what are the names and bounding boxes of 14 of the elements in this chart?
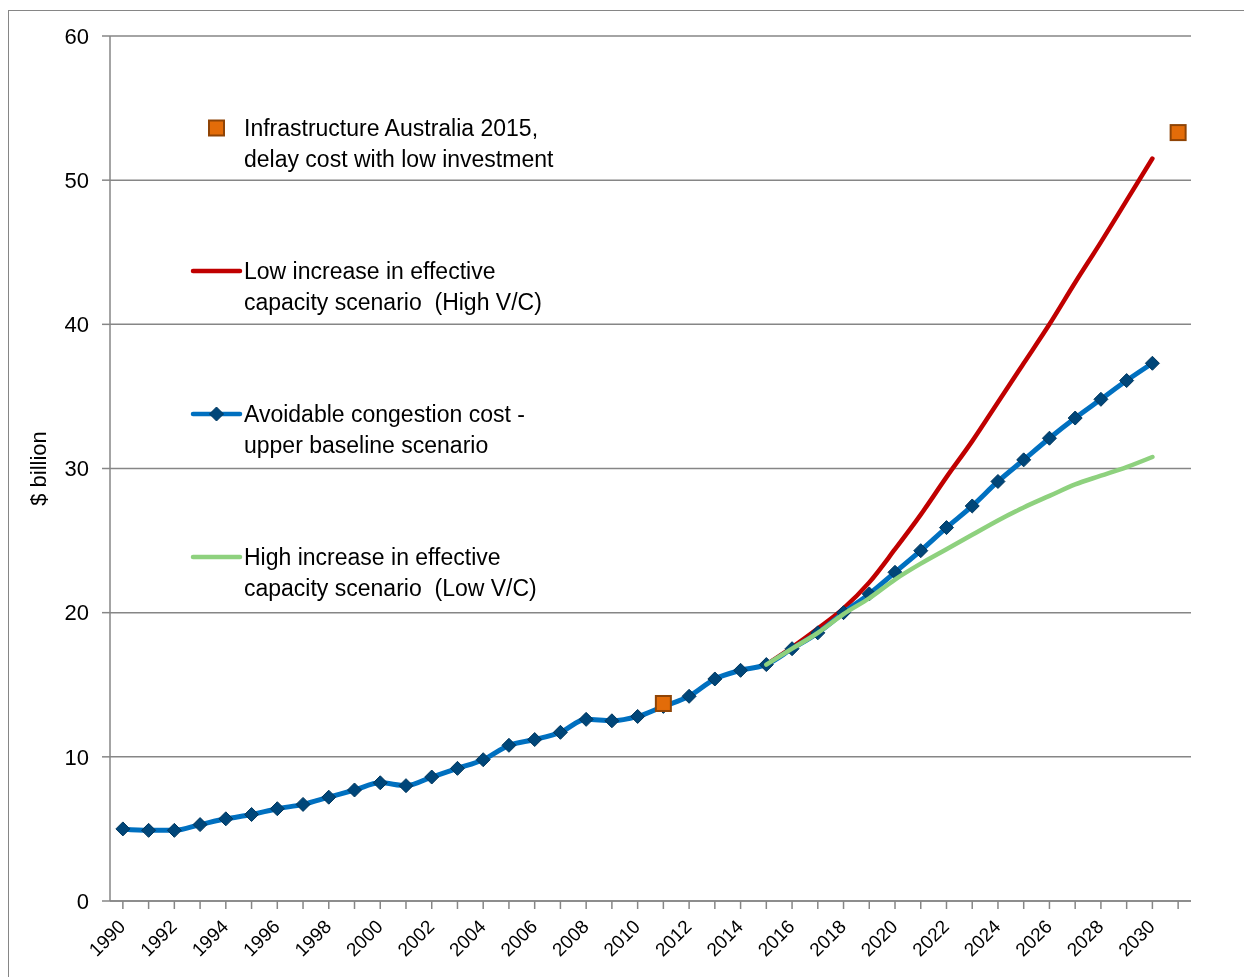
- point: [1169, 124, 1187, 142]
- y-tick-label: 60: [64, 23, 89, 49]
- y-tick-label: 30: [64, 456, 89, 482]
- y-tick-label: 40: [64, 312, 89, 338]
- y-tick-label: 0: [76, 888, 89, 914]
- y-axis-title: $ billion: [25, 431, 51, 506]
- point: [654, 694, 672, 712]
- legend-label: Avoidable congestion cost - upper baseline scenario: [244, 401, 525, 458]
- y-tick-label: 10: [64, 744, 89, 770]
- y-tick-label: 50: [64, 167, 89, 193]
- y-tick-label: 20: [64, 600, 89, 626]
- legend-label: Low increase in effective capacity scenario (High V/C): [244, 258, 542, 315]
- legend-label: Infrastructure Australia 2015, delay cost with low investment: [244, 115, 554, 172]
- legend-label: High increase in effective capacity scenario (Low V/C): [244, 544, 537, 601]
